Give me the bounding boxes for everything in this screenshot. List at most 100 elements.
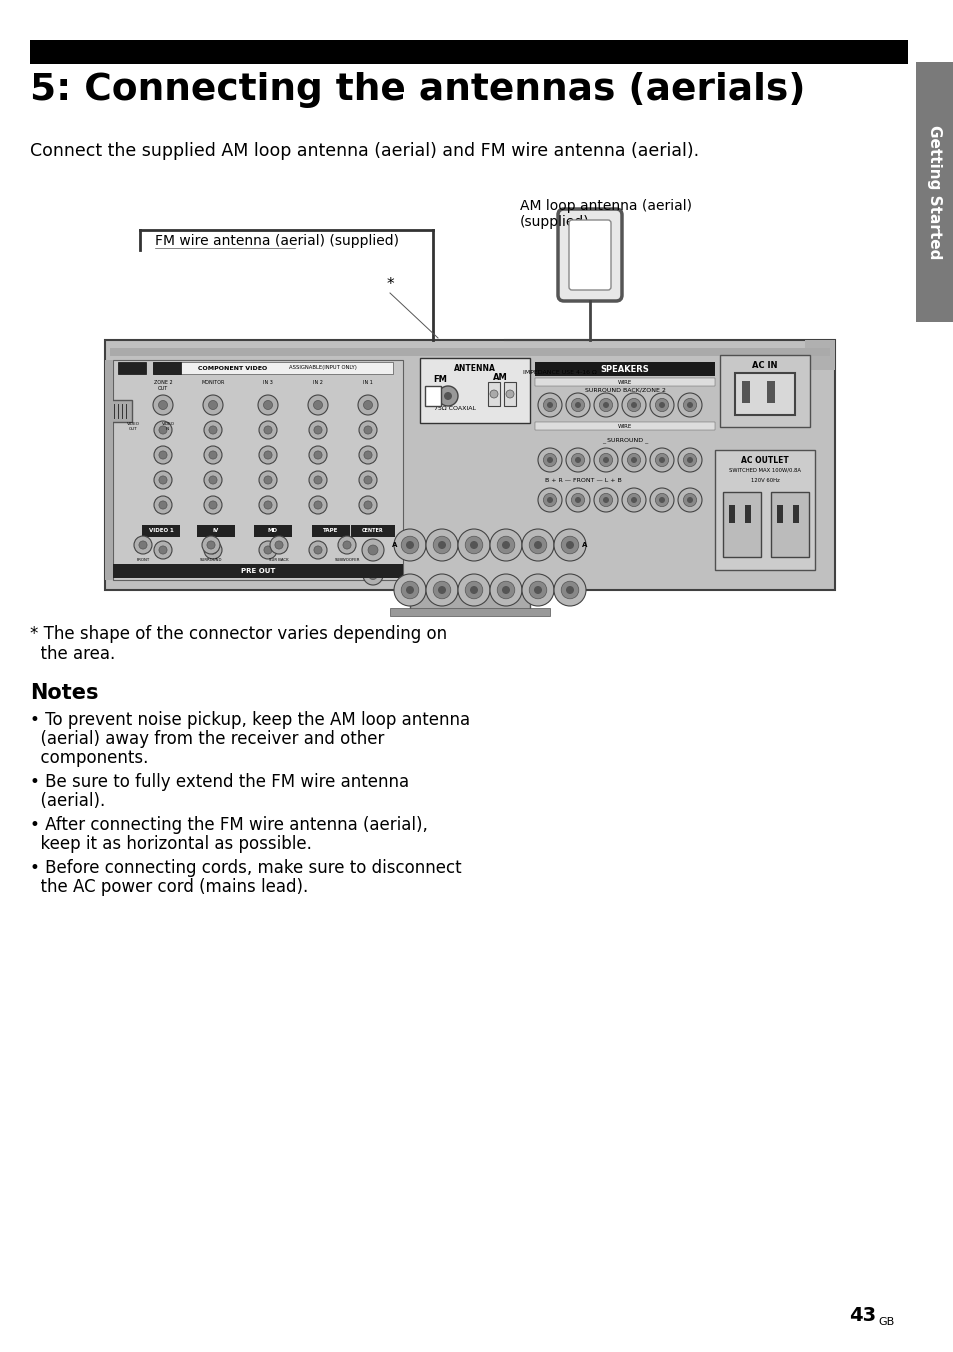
- Circle shape: [264, 476, 272, 484]
- Circle shape: [314, 502, 322, 510]
- Circle shape: [358, 470, 376, 489]
- Text: SWITCHED MAX 100W/0.8A: SWITCHED MAX 100W/0.8A: [728, 468, 801, 473]
- Circle shape: [598, 453, 612, 466]
- Circle shape: [554, 575, 585, 606]
- Circle shape: [263, 400, 273, 410]
- Circle shape: [358, 420, 376, 439]
- Circle shape: [426, 575, 457, 606]
- Circle shape: [209, 502, 217, 510]
- Circle shape: [621, 448, 645, 472]
- Text: GB: GB: [877, 1317, 893, 1328]
- Circle shape: [560, 581, 578, 599]
- Circle shape: [490, 575, 521, 606]
- Circle shape: [368, 571, 377, 580]
- Circle shape: [546, 498, 553, 503]
- Text: *: *: [386, 277, 394, 292]
- Circle shape: [158, 400, 168, 410]
- Text: (aerial).: (aerial).: [30, 792, 105, 810]
- Circle shape: [543, 399, 556, 411]
- Circle shape: [575, 402, 580, 408]
- Circle shape: [437, 585, 446, 594]
- Bar: [253, 525, 292, 537]
- Circle shape: [571, 493, 584, 507]
- Circle shape: [546, 457, 553, 462]
- Text: SPEAKERS: SPEAKERS: [600, 365, 649, 373]
- Circle shape: [598, 399, 612, 411]
- Text: COMPONENT VIDEO: COMPONENT VIDEO: [198, 365, 268, 370]
- Circle shape: [368, 545, 377, 554]
- Bar: [535, 422, 714, 430]
- Bar: [792, 506, 799, 523]
- Circle shape: [627, 453, 639, 466]
- Circle shape: [470, 541, 477, 549]
- Circle shape: [314, 426, 322, 434]
- Bar: [112, 564, 402, 579]
- Bar: [351, 525, 395, 537]
- Circle shape: [543, 453, 556, 466]
- Bar: [714, 450, 814, 571]
- Text: IN 3: IN 3: [263, 380, 273, 385]
- Circle shape: [571, 399, 584, 411]
- Bar: [804, 339, 834, 370]
- Circle shape: [571, 453, 584, 466]
- Circle shape: [314, 400, 322, 410]
- Circle shape: [554, 529, 585, 561]
- Circle shape: [521, 575, 554, 606]
- Bar: [744, 506, 750, 523]
- Circle shape: [678, 393, 701, 416]
- Circle shape: [159, 426, 167, 434]
- Circle shape: [529, 537, 546, 554]
- Circle shape: [207, 541, 214, 549]
- Circle shape: [202, 535, 220, 554]
- Text: VIDEO 1: VIDEO 1: [149, 529, 173, 534]
- Circle shape: [203, 395, 223, 415]
- Circle shape: [401, 581, 418, 599]
- Text: MD: MD: [268, 529, 277, 534]
- Text: SUBWOOFER: SUBWOOFER: [334, 558, 359, 562]
- Circle shape: [152, 395, 172, 415]
- Circle shape: [264, 452, 272, 460]
- Bar: [110, 400, 132, 422]
- Circle shape: [457, 529, 490, 561]
- Circle shape: [363, 502, 372, 510]
- Bar: [741, 381, 749, 403]
- Circle shape: [204, 446, 222, 464]
- Circle shape: [537, 448, 561, 472]
- Circle shape: [264, 502, 272, 510]
- Circle shape: [363, 476, 372, 484]
- Circle shape: [546, 402, 553, 408]
- Circle shape: [686, 498, 692, 503]
- Circle shape: [598, 493, 612, 507]
- Circle shape: [204, 470, 222, 489]
- Circle shape: [594, 488, 618, 512]
- Text: 75Ω COAXIAL: 75Ω COAXIAL: [434, 406, 476, 411]
- Text: VIDEO
IN: VIDEO IN: [161, 422, 174, 430]
- Circle shape: [630, 498, 637, 503]
- Circle shape: [521, 529, 554, 561]
- Circle shape: [565, 448, 589, 472]
- Bar: [390, 608, 550, 617]
- Circle shape: [457, 575, 490, 606]
- Circle shape: [209, 426, 217, 434]
- Bar: [118, 362, 146, 375]
- Circle shape: [602, 498, 608, 503]
- Circle shape: [565, 541, 574, 549]
- Bar: [419, 358, 530, 423]
- Text: Connect the supplied AM loop antenna (aerial) and FM wire antenna (aerial).: Connect the supplied AM loop antenna (ae…: [30, 142, 699, 160]
- Circle shape: [565, 488, 589, 512]
- Text: 43: 43: [848, 1306, 875, 1325]
- Circle shape: [575, 457, 580, 462]
- Text: MONITOR: MONITOR: [201, 380, 225, 385]
- Circle shape: [159, 546, 167, 554]
- Circle shape: [406, 585, 414, 594]
- Circle shape: [682, 399, 696, 411]
- Circle shape: [153, 541, 172, 558]
- Circle shape: [655, 399, 668, 411]
- Circle shape: [257, 395, 277, 415]
- Bar: [30, 41, 907, 64]
- Circle shape: [308, 395, 328, 415]
- Circle shape: [501, 585, 510, 594]
- Circle shape: [309, 470, 327, 489]
- Bar: [503, 383, 516, 406]
- Circle shape: [204, 420, 222, 439]
